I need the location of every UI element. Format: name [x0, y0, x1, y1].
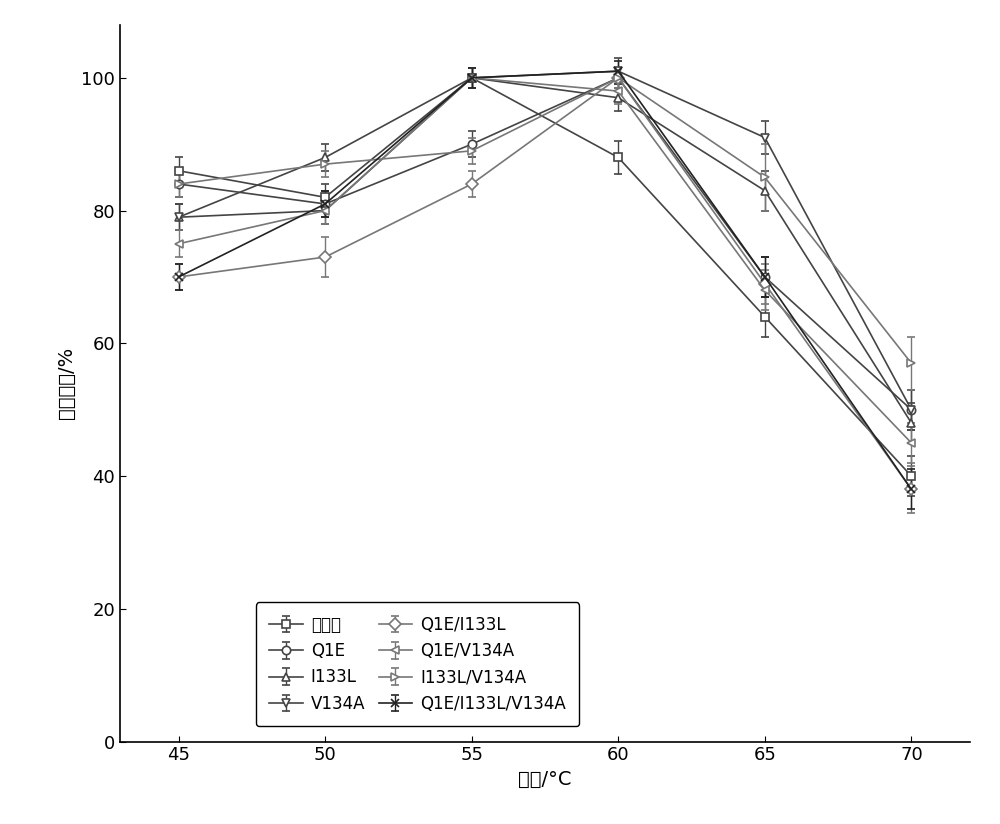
- Y-axis label: 相对酶活/%: 相对酶活/%: [57, 347, 76, 419]
- Legend: 野生酶, Q1E, I133L, V134A, Q1E/I133L, Q1E/V134A, I133L/V134A, Q1E/I133L/V134A: 野生酶, Q1E, I133L, V134A, Q1E/I133L, Q1E/V…: [256, 602, 579, 726]
- X-axis label: 温度/°C: 温度/°C: [518, 770, 572, 789]
